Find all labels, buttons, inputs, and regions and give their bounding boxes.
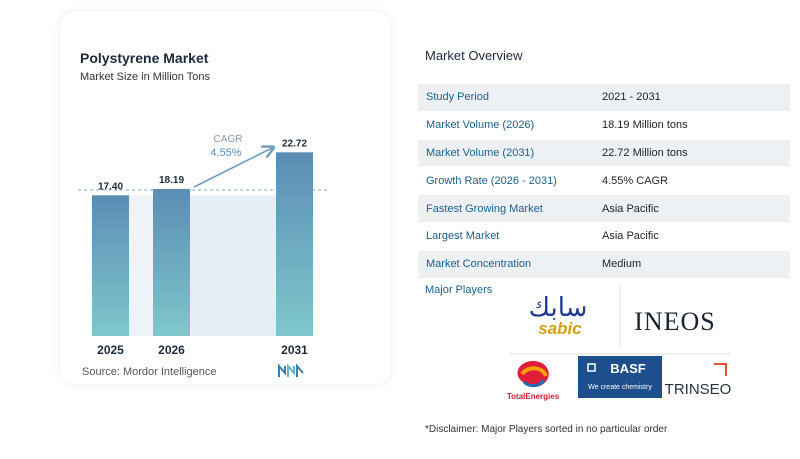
overview-row-value: 22.72 Million tons (602, 146, 688, 159)
overview-row: Largest Market Asia Pacific (418, 223, 790, 251)
data-label-2025: 17.40 (98, 181, 123, 192)
trinseo-arrow-icon (714, 363, 727, 376)
chart-card: Polystyrene Market Market Size in Millio… (60, 12, 390, 384)
major-players-label: Major Players (425, 284, 493, 296)
source-note: Source: Mordor Intelligence (82, 366, 217, 378)
overview-row-label: Fastest Growing Market (426, 202, 543, 215)
overview-row-label: Study Period (426, 91, 489, 104)
cagr-label: CAGR (214, 134, 243, 145)
basf-logo: BASF We create chemistry (578, 356, 662, 398)
bar-2031 (276, 152, 313, 336)
overview-row: Growth Rate (2026 - 2031) 4.55% CAGR (418, 167, 790, 196)
sabic-latin-text: sabic (538, 319, 582, 338)
overview-row-label: Largest Market (426, 230, 500, 243)
overview-row-label: Market Concentration (426, 258, 532, 271)
data-label-2026: 18.19 (159, 175, 184, 186)
overview-row: Market Volume (2031) 22.72 Million tons (418, 139, 790, 168)
bar-2026 (153, 188, 190, 336)
data-label-2031: 22.72 (282, 138, 307, 149)
ineos-logo-text: INEOS (634, 307, 716, 336)
chart-subtitle: Market Size in Million Tons (80, 71, 211, 83)
x-tick-label-2026: 2026 (158, 343, 185, 357)
overview-row-value: 18.19 Million tons (602, 119, 688, 132)
totalenergies-logo: TotalEnergies (507, 361, 560, 401)
x-tick-label-2025: 2025 (97, 343, 124, 357)
trinseo-logo: TRINSEO (665, 363, 732, 398)
disclaimer: *Disclaimer: Major Players sorted in no … (425, 424, 668, 435)
overview-row-value: 2021 - 2031 (602, 91, 661, 104)
basf-square-icon (587, 363, 596, 372)
overview-row-value: Medium (602, 258, 642, 271)
basf-name-text: BASF (610, 361, 645, 376)
trinseo-text: TRINSEO (665, 381, 732, 398)
x-tick-label-2031: 2031 (281, 343, 308, 357)
bar-chart: 17.40 2025 18.19 2026 22.72 2031 CAGR 4.55% (78, 134, 330, 357)
overview-row: Fastest Growing Market Asia Pacific (418, 195, 790, 223)
overview-title: Market Overview (425, 48, 523, 63)
basf-tagline-text: We create chemistry (588, 384, 652, 391)
overview-row: Market Concentration Medium (418, 250, 790, 279)
overview-table: Study Period 2021 - 2031 Market Volume (20… (418, 84, 790, 279)
totalenergies-swirl-icon (517, 361, 549, 387)
growth-band (190, 195, 276, 336)
mordor-intelligence-logo-icon (278, 364, 304, 377)
overview-row-label: Market Volume (2031) (426, 146, 535, 159)
overview-row-value: Asia Pacific (602, 230, 659, 243)
major-players-logos: سابك sabic INEOS TotalEnergies BASF We c… (507, 286, 732, 401)
overview-row-label: Growth Rate (2026 - 2031) (426, 174, 557, 187)
totalenergies-text: TotalEnergies (507, 392, 560, 401)
sabic-logo: سابك sabic (529, 293, 588, 338)
gap-band (129, 195, 153, 336)
chart-title: Polystyrene Market (80, 50, 209, 66)
overview-row-label: Market Volume (2026) (426, 119, 535, 132)
cagr-value: 4.55% (210, 147, 241, 159)
cagr-arrow (193, 148, 272, 188)
sabic-arabic-text: سابك (529, 293, 588, 323)
overview-row-value: Asia Pacific (602, 202, 659, 215)
overview-row-value: 4.55% CAGR (602, 174, 669, 187)
overview-row: Market Volume (2026) 18.19 Million tons (418, 112, 790, 140)
overview-row: Study Period 2021 - 2031 (418, 84, 790, 112)
bar-2025 (92, 195, 129, 336)
